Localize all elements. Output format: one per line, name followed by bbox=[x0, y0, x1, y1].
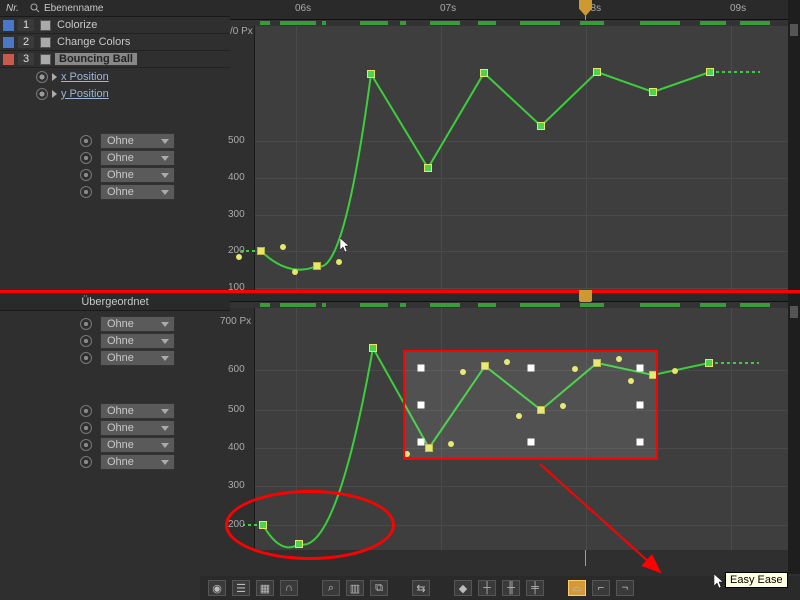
ease-out-button[interactable]: ¬ bbox=[616, 580, 634, 596]
vscroll-top[interactable] bbox=[788, 0, 800, 290]
easy-ease-tooltip: Easy Ease bbox=[725, 572, 788, 588]
boxes-button[interactable]: ▥ bbox=[346, 580, 364, 596]
snap3-button[interactable]: ╪ bbox=[526, 580, 544, 596]
zoom-button[interactable]: ⌕ bbox=[322, 580, 340, 596]
vscroll-bottom[interactable] bbox=[788, 294, 800, 574]
snap1-button[interactable]: ┼ bbox=[478, 580, 496, 596]
easy-ease-button[interactable]: ⌓ bbox=[568, 580, 586, 596]
motion-blur-button[interactable]: ∩ bbox=[280, 580, 298, 596]
snap2-button[interactable]: ╫ bbox=[502, 580, 520, 596]
fit-button[interactable]: ⧉ bbox=[370, 580, 388, 596]
arrow-annotation bbox=[0, 0, 800, 600]
blur-button[interactable]: ▦ bbox=[256, 580, 274, 596]
graph-toolbar: ◉ ☰ ▦ ∩ ⌕ ▥ ⧉ ⇆ ◆ ┼ ╫ ╪ ⌓ ⌐ ¬ bbox=[200, 576, 800, 600]
ease-in-button[interactable]: ⌐ bbox=[592, 580, 610, 596]
sep-dim-button[interactable]: ◆ bbox=[454, 580, 472, 596]
shy-button[interactable]: ☰ bbox=[232, 580, 250, 596]
graph-type-button[interactable]: ⇆ bbox=[412, 580, 430, 596]
eye-button[interactable]: ◉ bbox=[208, 580, 226, 596]
